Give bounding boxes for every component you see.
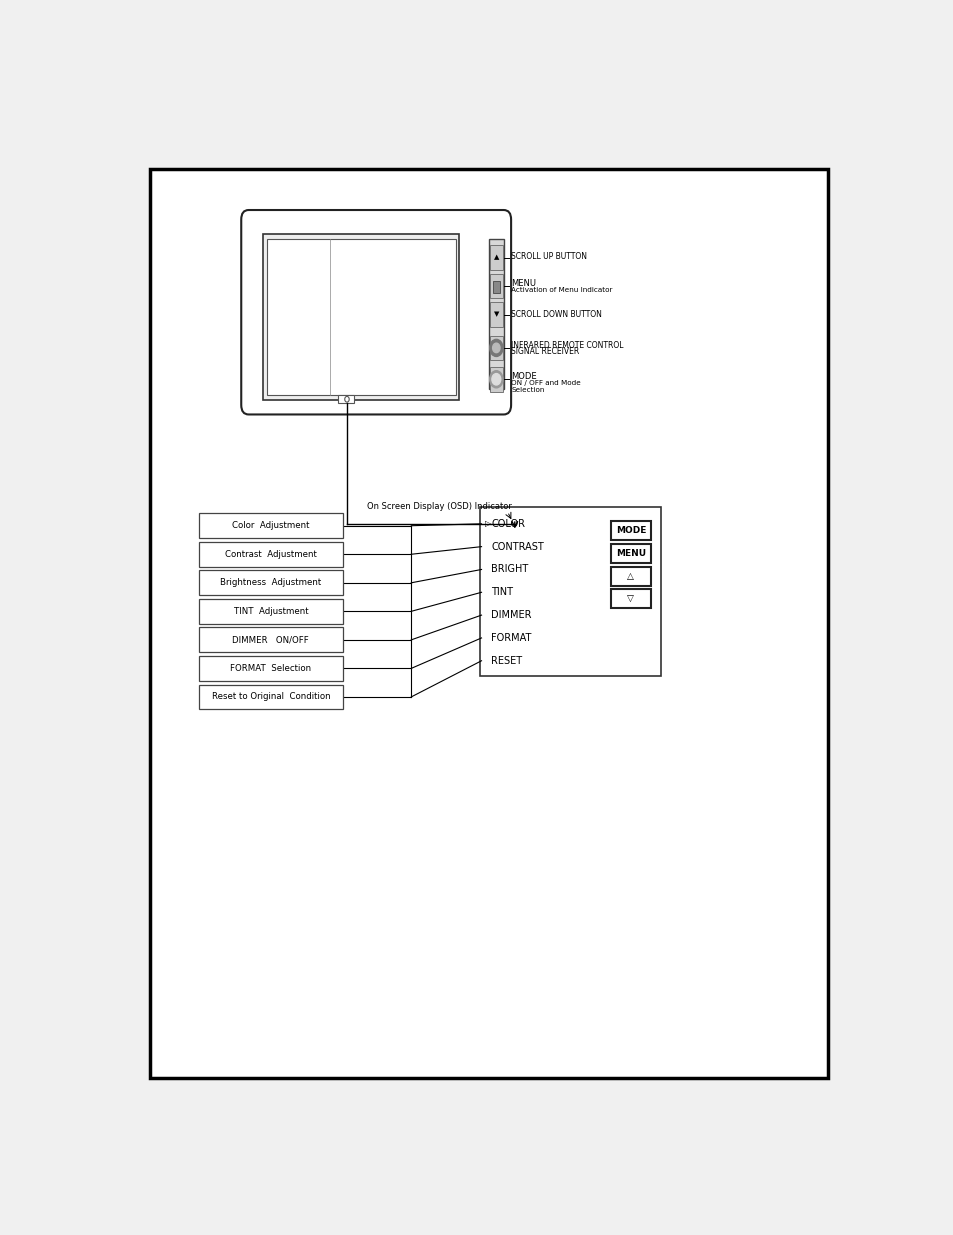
Text: On Screen Display (OSD) Indicator: On Screen Display (OSD) Indicator bbox=[367, 503, 511, 511]
Bar bbox=[492, 282, 499, 293]
Bar bbox=[610, 521, 650, 540]
Bar bbox=[267, 238, 456, 395]
Circle shape bbox=[489, 340, 502, 357]
Bar bbox=[479, 506, 660, 676]
Bar bbox=[489, 367, 502, 391]
Text: INFRARED REMOTE CONTROL: INFRARED REMOTE CONTROL bbox=[511, 341, 623, 350]
Bar bbox=[489, 246, 502, 270]
Bar bbox=[198, 514, 342, 538]
Bar bbox=[198, 542, 342, 567]
Circle shape bbox=[492, 343, 499, 353]
Text: MODE: MODE bbox=[615, 526, 645, 535]
Text: COLOR: COLOR bbox=[491, 519, 524, 529]
Text: SIGNAL RECEIVER: SIGNAL RECEIVER bbox=[511, 347, 578, 356]
Text: ▼: ▼ bbox=[493, 311, 498, 317]
Text: SCROLL DOWN BUTTON: SCROLL DOWN BUTTON bbox=[511, 310, 601, 319]
Text: Selection: Selection bbox=[511, 387, 544, 393]
Text: RESET: RESET bbox=[491, 656, 521, 666]
Bar bbox=[198, 684, 342, 709]
Text: △: △ bbox=[627, 572, 634, 580]
Text: DIMMER   ON/OFF: DIMMER ON/OFF bbox=[233, 635, 309, 645]
Text: SCROLL UP BUTTON: SCROLL UP BUTTON bbox=[511, 252, 586, 261]
Circle shape bbox=[489, 370, 502, 388]
Text: Contrast  Adjustment: Contrast Adjustment bbox=[225, 550, 316, 558]
Text: CONTRAST: CONTRAST bbox=[491, 542, 543, 552]
Text: Activation of Menu Indicator: Activation of Menu Indicator bbox=[511, 287, 612, 293]
Text: ▽: ▽ bbox=[627, 594, 634, 604]
Text: Reset to Original  Condition: Reset to Original Condition bbox=[212, 693, 330, 701]
Text: TINT: TINT bbox=[491, 588, 513, 598]
FancyBboxPatch shape bbox=[241, 210, 511, 415]
Text: FORMAT  Selection: FORMAT Selection bbox=[230, 664, 311, 673]
Bar bbox=[489, 274, 502, 299]
Bar bbox=[337, 395, 354, 403]
Circle shape bbox=[492, 373, 500, 385]
Bar bbox=[198, 571, 342, 595]
Text: ▲: ▲ bbox=[493, 254, 498, 261]
Text: TINT  Adjustment: TINT Adjustment bbox=[233, 606, 308, 616]
Bar bbox=[488, 238, 503, 389]
Bar bbox=[610, 589, 650, 609]
Text: FORMAT: FORMAT bbox=[491, 634, 531, 643]
Text: BRIGHT: BRIGHT bbox=[491, 564, 528, 574]
Text: Brightness  Adjustment: Brightness Adjustment bbox=[220, 578, 321, 588]
Bar bbox=[489, 336, 502, 361]
Text: Color  Adjustment: Color Adjustment bbox=[232, 521, 309, 530]
Bar bbox=[198, 599, 342, 624]
Bar bbox=[198, 656, 342, 680]
Bar bbox=[263, 233, 459, 400]
Bar bbox=[610, 543, 650, 563]
Text: MENU: MENU bbox=[616, 548, 645, 558]
Text: MENU: MENU bbox=[511, 279, 536, 288]
Text: ▷: ▷ bbox=[485, 520, 491, 529]
Bar bbox=[610, 567, 650, 585]
Bar bbox=[198, 627, 342, 652]
Text: MODE: MODE bbox=[511, 372, 537, 380]
Text: DIMMER: DIMMER bbox=[491, 610, 531, 620]
Text: ON / OFF and Mode: ON / OFF and Mode bbox=[511, 380, 580, 387]
Bar bbox=[489, 303, 502, 327]
